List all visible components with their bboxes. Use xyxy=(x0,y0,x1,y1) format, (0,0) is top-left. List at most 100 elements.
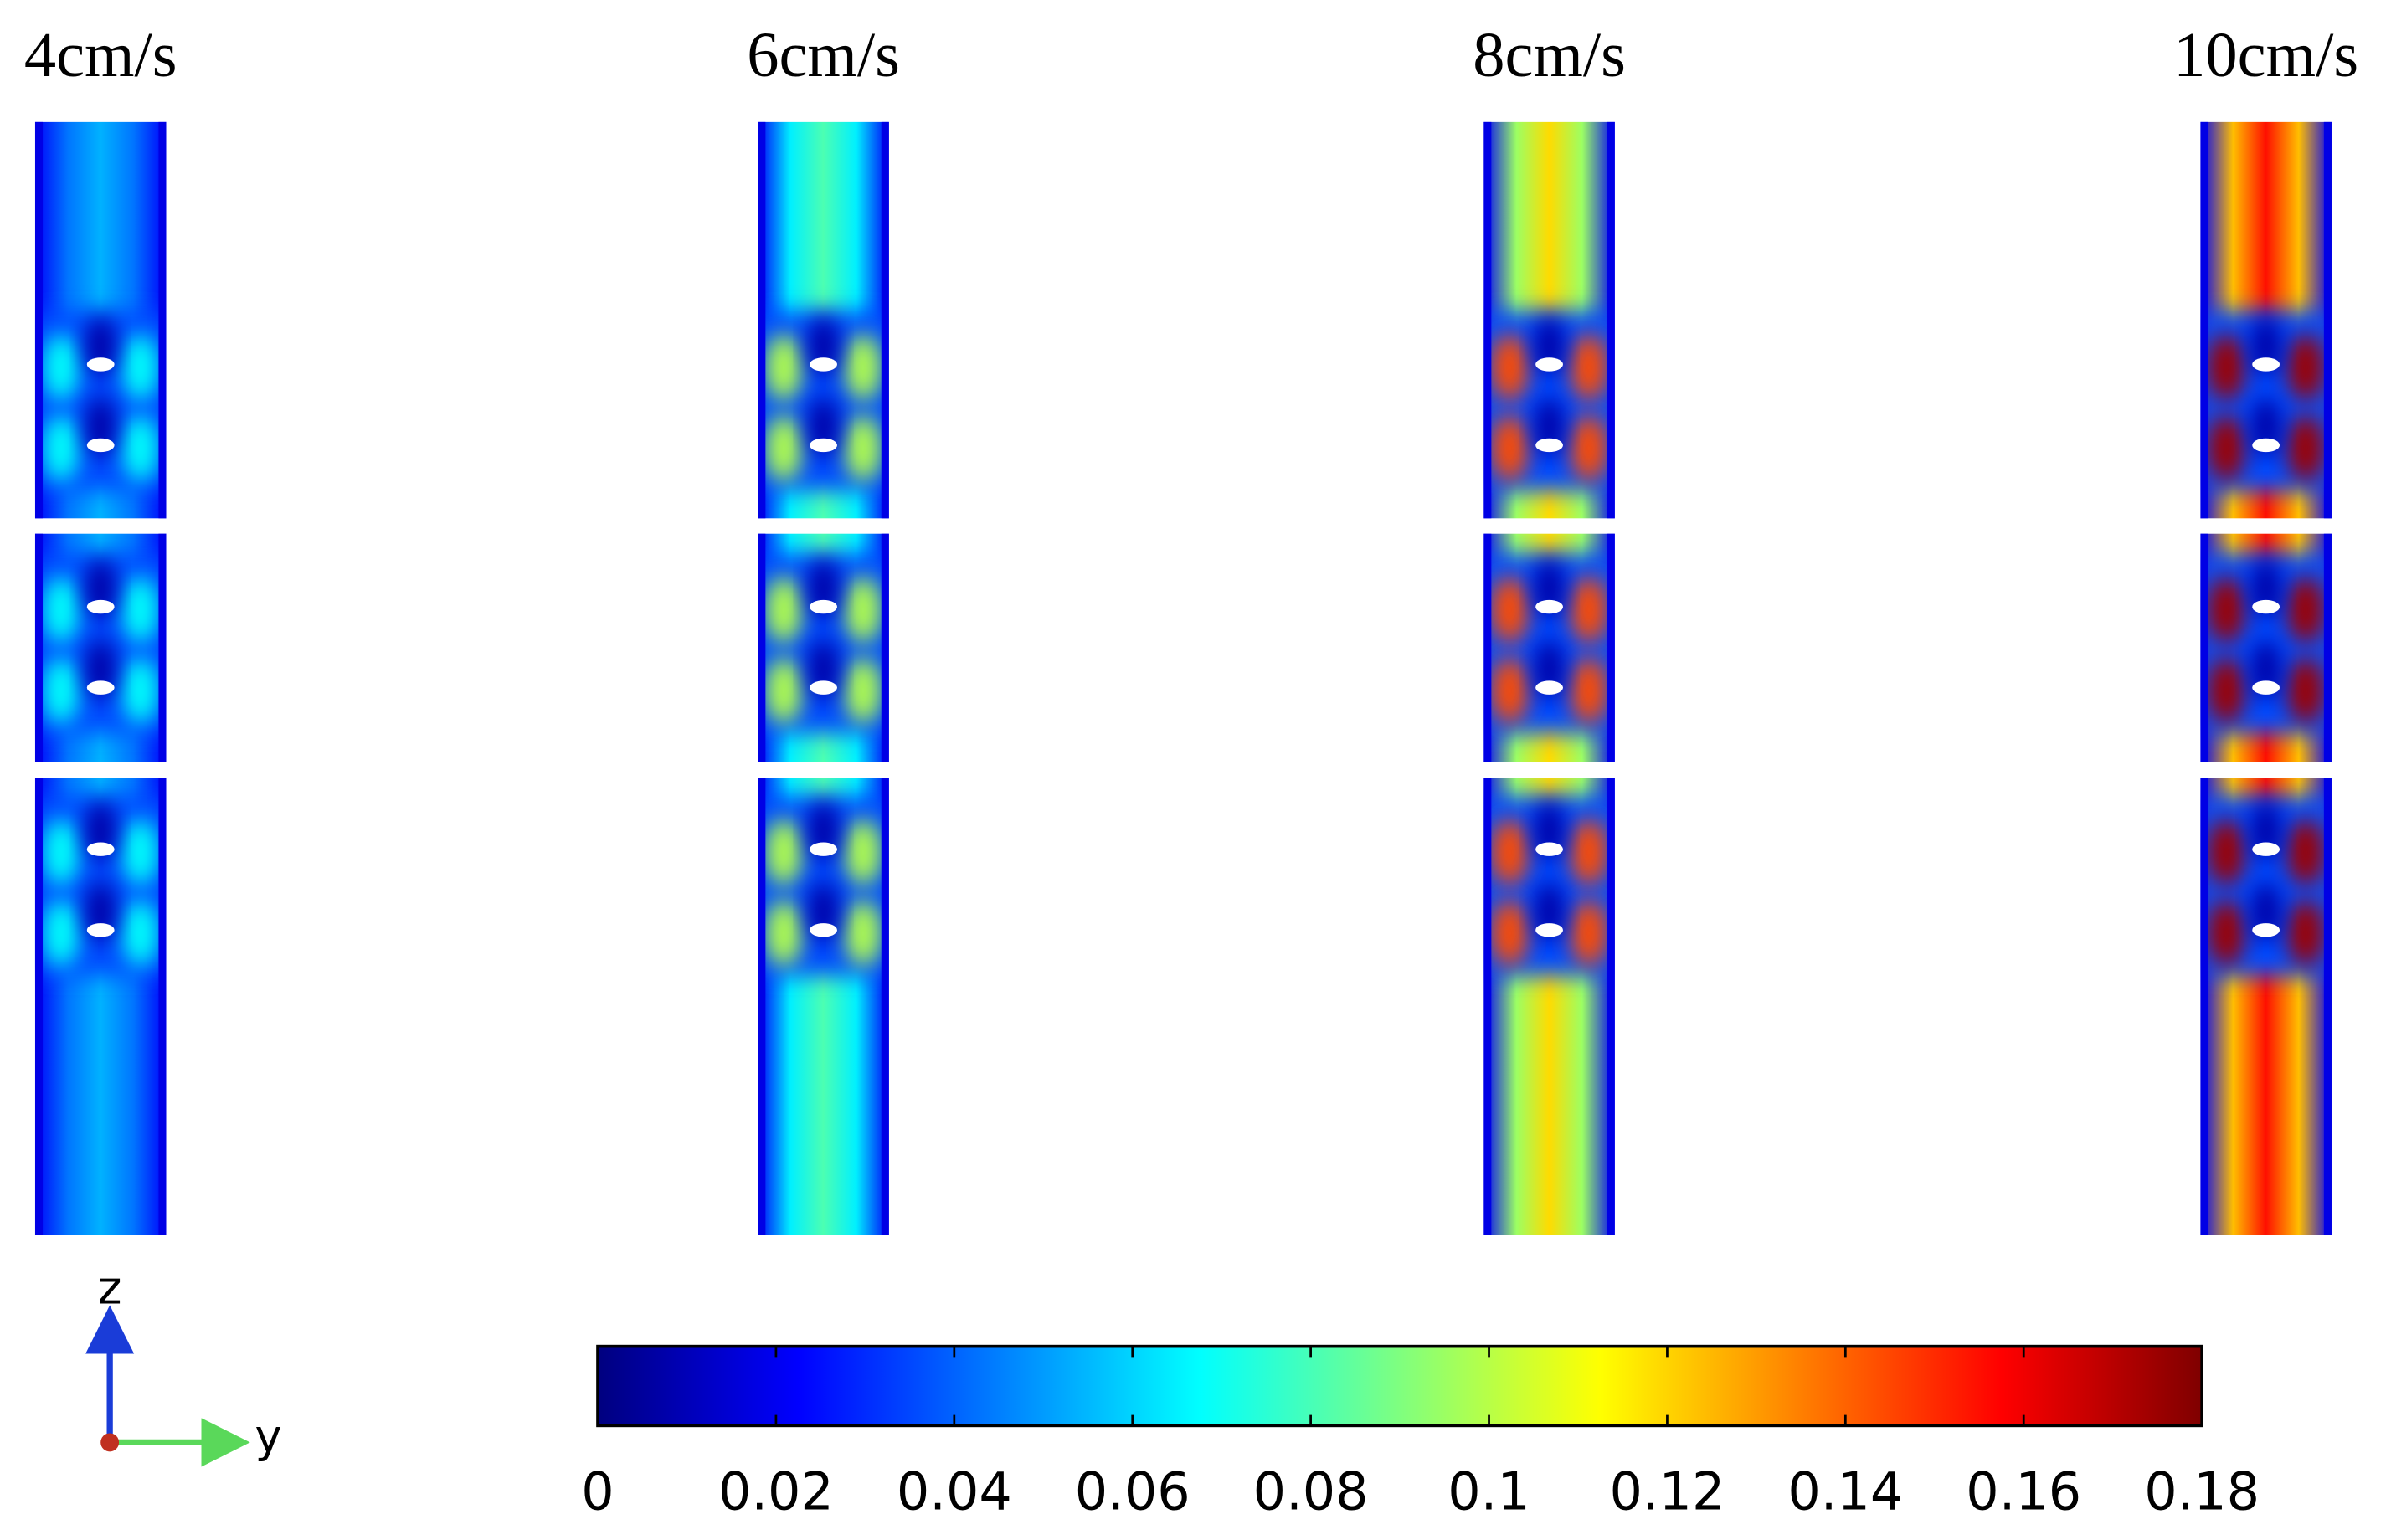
field-wall xyxy=(34,533,43,762)
colorbar-tick-label: 0.12 xyxy=(1609,1462,1725,1522)
tube-hole xyxy=(2252,599,2280,614)
field-jet xyxy=(1571,414,1607,482)
colorbar-tick-label: 0.18 xyxy=(2144,1462,2260,1522)
tube-hole xyxy=(2252,842,2280,856)
field-wall xyxy=(1607,533,1615,762)
field-jet xyxy=(2208,414,2245,482)
field-jet xyxy=(2287,333,2324,402)
field-wall xyxy=(2323,533,2332,762)
field-jet xyxy=(43,333,80,402)
tube-hole xyxy=(86,923,115,937)
tube-hole xyxy=(86,842,115,856)
field-jet xyxy=(121,414,159,482)
field-wall xyxy=(2323,121,2332,519)
field-jet xyxy=(845,899,882,968)
field-jet xyxy=(845,414,882,482)
field-jet xyxy=(2208,576,2245,644)
tube-hole xyxy=(1535,357,1563,372)
field-jet xyxy=(765,333,803,402)
tube-hole xyxy=(810,599,837,614)
field-section xyxy=(1483,778,1615,1235)
field-section xyxy=(2200,533,2332,762)
colorbar-tick-label: 0.14 xyxy=(1787,1462,1903,1522)
field-jet xyxy=(43,576,80,644)
field-section xyxy=(34,121,167,519)
field-jet xyxy=(2287,576,2324,644)
field-jet xyxy=(765,899,803,968)
axis-label: y xyxy=(255,1409,281,1462)
field-jet xyxy=(2287,414,2324,482)
field-jet xyxy=(2287,899,2324,968)
colorbar-tick-label: 0.1 xyxy=(1447,1462,1530,1522)
field-jet xyxy=(2287,657,2324,725)
tube-hole xyxy=(1535,438,1563,453)
tube-hole xyxy=(86,357,115,372)
colorbar-tick-label: 0.06 xyxy=(1075,1462,1190,1522)
field-wall xyxy=(1483,778,1492,1235)
field-jet xyxy=(1491,899,1529,968)
field-section xyxy=(758,778,889,1235)
field-jet xyxy=(1491,333,1529,402)
tube-hole xyxy=(810,438,837,453)
field-wall xyxy=(2200,121,2208,519)
tube-hole xyxy=(810,680,837,695)
field-wall xyxy=(758,121,766,519)
field-jet xyxy=(765,414,803,482)
tube-hole xyxy=(86,438,115,453)
field-jet xyxy=(1491,819,1529,886)
tube-hole xyxy=(1535,680,1563,695)
colorbar-tick-label: 0.04 xyxy=(897,1462,1012,1522)
field-wall xyxy=(1607,778,1615,1235)
colorbar-tick-label: 0.08 xyxy=(1253,1462,1369,1522)
tube-hole xyxy=(1535,923,1563,937)
field-jet xyxy=(765,657,803,725)
field-section xyxy=(34,533,167,762)
field-jet xyxy=(1571,819,1607,886)
field-jet xyxy=(1571,576,1607,644)
field-wall xyxy=(34,121,43,519)
tube-hole xyxy=(1535,842,1563,856)
tube-hole xyxy=(86,599,115,614)
tube-hole xyxy=(810,357,837,372)
field-wall xyxy=(758,533,766,762)
axis-label: z xyxy=(98,1261,122,1315)
field-jet xyxy=(1571,333,1607,402)
field-jet xyxy=(1571,899,1607,968)
field-jet xyxy=(121,333,159,402)
field-wall xyxy=(758,778,766,1235)
tube-hole xyxy=(2252,680,2280,695)
field-wall xyxy=(1607,121,1615,519)
tube-hole xyxy=(810,923,837,937)
colorbar-tick-label: 0 xyxy=(581,1462,614,1522)
panel-title: 4cm/s xyxy=(24,19,177,90)
field-jet xyxy=(845,657,882,725)
field-jet xyxy=(765,819,803,886)
field-jet xyxy=(845,333,882,402)
tube-hole xyxy=(810,842,837,856)
field-jet xyxy=(121,657,159,725)
tube-hole xyxy=(1535,599,1563,614)
field-jet xyxy=(43,819,80,886)
field-wall xyxy=(2200,533,2208,762)
field-jet xyxy=(2208,899,2245,968)
field-jet xyxy=(2287,819,2324,886)
field-jet xyxy=(2208,657,2245,725)
field-wall xyxy=(158,533,167,762)
field-jet xyxy=(1491,576,1529,644)
field-section xyxy=(34,778,167,1235)
field-wall xyxy=(881,533,889,762)
colorbar xyxy=(596,1344,2203,1428)
field-jet xyxy=(765,576,803,644)
field-jet xyxy=(845,576,882,644)
field-wall xyxy=(1483,533,1492,762)
field-section xyxy=(758,533,889,762)
field-section xyxy=(1483,121,1615,519)
tube-hole xyxy=(2252,438,2280,453)
field-jet xyxy=(1491,657,1529,725)
tube-hole xyxy=(2252,923,2280,937)
field-jet xyxy=(121,576,159,644)
field-wall xyxy=(34,778,43,1235)
field-jet xyxy=(43,899,80,968)
